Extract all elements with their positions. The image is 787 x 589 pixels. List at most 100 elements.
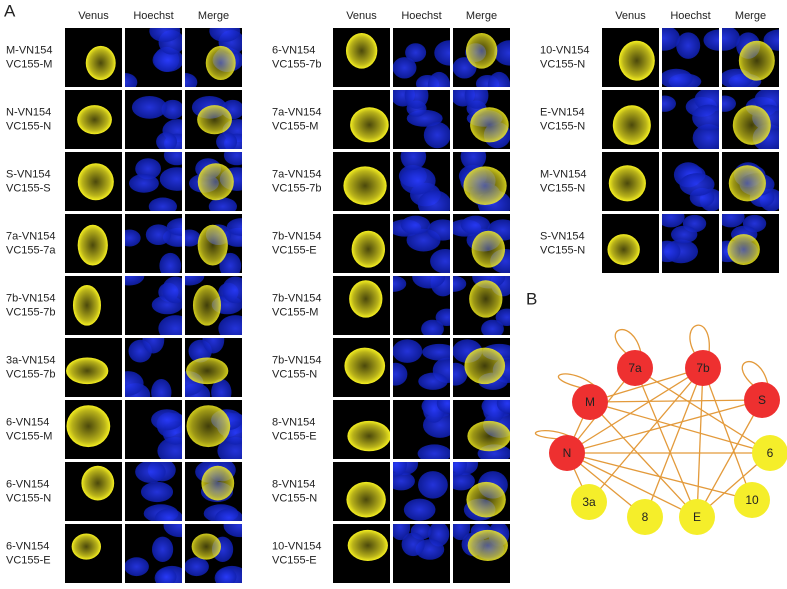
micrograph bbox=[125, 462, 182, 521]
image-content bbox=[66, 357, 109, 385]
nucleus bbox=[662, 214, 685, 228]
image-content bbox=[453, 462, 508, 521]
image-content bbox=[618, 40, 655, 81]
image-grid: Venus Hoechst Merge M-VN154 VC155-M N-VN154 VC… bbox=[6, 10, 779, 583]
nucleus bbox=[226, 218, 242, 236]
micrograph bbox=[393, 338, 450, 397]
nucleus bbox=[496, 400, 510, 413]
micrograph bbox=[333, 152, 390, 211]
edge bbox=[566, 399, 763, 454]
panel-label: A bbox=[4, 1, 16, 20]
nucleus bbox=[436, 400, 450, 413]
venus-signal bbox=[197, 163, 234, 201]
nucleus bbox=[453, 276, 467, 292]
image-content bbox=[185, 338, 232, 397]
row-label: VC155-E bbox=[272, 430, 317, 442]
nucleus bbox=[427, 219, 450, 241]
nucleus bbox=[393, 462, 407, 477]
nucleus bbox=[148, 197, 177, 211]
row-label: 7b-VN154 bbox=[272, 292, 322, 304]
image-content bbox=[349, 280, 383, 318]
micrograph bbox=[125, 276, 182, 335]
micrograph bbox=[333, 28, 390, 87]
row-label: S-VN154 bbox=[540, 230, 585, 242]
venus-signal bbox=[81, 465, 115, 501]
venus-signal bbox=[85, 45, 116, 81]
venus-signal bbox=[464, 347, 506, 385]
image-content bbox=[393, 524, 450, 560]
node-circle bbox=[549, 435, 585, 471]
row-label: 7a-VN154 bbox=[6, 230, 56, 242]
micrograph bbox=[185, 524, 242, 583]
image-content bbox=[125, 28, 182, 87]
image-content bbox=[125, 338, 172, 397]
venus-signal bbox=[66, 357, 109, 385]
nucleus bbox=[185, 557, 209, 577]
row-label: VC155-M bbox=[6, 430, 52, 442]
nucleus bbox=[400, 166, 436, 195]
micrograph bbox=[722, 152, 779, 211]
micrograph bbox=[393, 28, 450, 87]
node-label: 10 bbox=[745, 493, 759, 507]
image-content bbox=[351, 230, 386, 268]
micrograph bbox=[125, 214, 182, 273]
nucleus bbox=[676, 32, 701, 59]
venus-signal bbox=[607, 234, 640, 265]
self-loop bbox=[741, 360, 769, 387]
nucleus bbox=[163, 152, 182, 166]
nucleus bbox=[140, 481, 174, 503]
image-content bbox=[612, 105, 651, 145]
image-content bbox=[131, 96, 182, 149]
image-content bbox=[185, 276, 242, 335]
micrograph bbox=[453, 28, 510, 87]
micrograph bbox=[333, 462, 390, 521]
row-label: VC155-S bbox=[6, 182, 51, 194]
row-label: VC155-E bbox=[6, 554, 51, 566]
nucleus bbox=[495, 308, 510, 326]
image-content bbox=[607, 234, 640, 265]
venus-signal bbox=[72, 285, 101, 326]
venus-signal bbox=[205, 45, 236, 81]
node-label: E bbox=[693, 510, 701, 524]
panel-label: B bbox=[526, 289, 537, 308]
edge bbox=[566, 367, 704, 454]
micrograph bbox=[125, 152, 182, 211]
column-header: Hoechst bbox=[670, 10, 710, 22]
node-label: M bbox=[585, 395, 595, 409]
nucleus bbox=[125, 229, 141, 247]
nucleus bbox=[219, 252, 242, 273]
micrograph bbox=[333, 524, 390, 583]
image-content bbox=[151, 409, 182, 459]
nucleus bbox=[662, 28, 680, 51]
nucleus bbox=[393, 471, 415, 491]
row-label: VC155-N bbox=[6, 492, 51, 504]
micrograph bbox=[453, 524, 510, 583]
nucleus bbox=[405, 43, 427, 62]
nucleus bbox=[692, 124, 719, 149]
venus-signal bbox=[346, 481, 386, 518]
venus-signal bbox=[347, 420, 390, 452]
nucleus bbox=[393, 57, 417, 79]
node-circle bbox=[617, 350, 653, 386]
nucleus bbox=[435, 308, 450, 326]
nucleus bbox=[703, 29, 719, 51]
venus-signal bbox=[186, 357, 229, 385]
micrograph bbox=[393, 90, 450, 149]
venus-signal bbox=[727, 234, 760, 265]
image-content bbox=[398, 152, 450, 211]
nucleus bbox=[481, 319, 504, 335]
venus-signal bbox=[612, 105, 651, 145]
micrograph bbox=[185, 90, 242, 149]
micrograph bbox=[393, 462, 450, 521]
column-header: Merge bbox=[466, 10, 497, 22]
column-header: Hoechst bbox=[133, 10, 173, 22]
micrograph bbox=[662, 90, 719, 149]
nucleus bbox=[679, 173, 715, 196]
micrograph bbox=[65, 90, 122, 149]
node: E bbox=[679, 499, 715, 535]
edge bbox=[566, 452, 698, 518]
micrograph bbox=[65, 28, 122, 87]
column-header: Hoechst bbox=[401, 10, 441, 22]
micrograph bbox=[125, 90, 182, 149]
